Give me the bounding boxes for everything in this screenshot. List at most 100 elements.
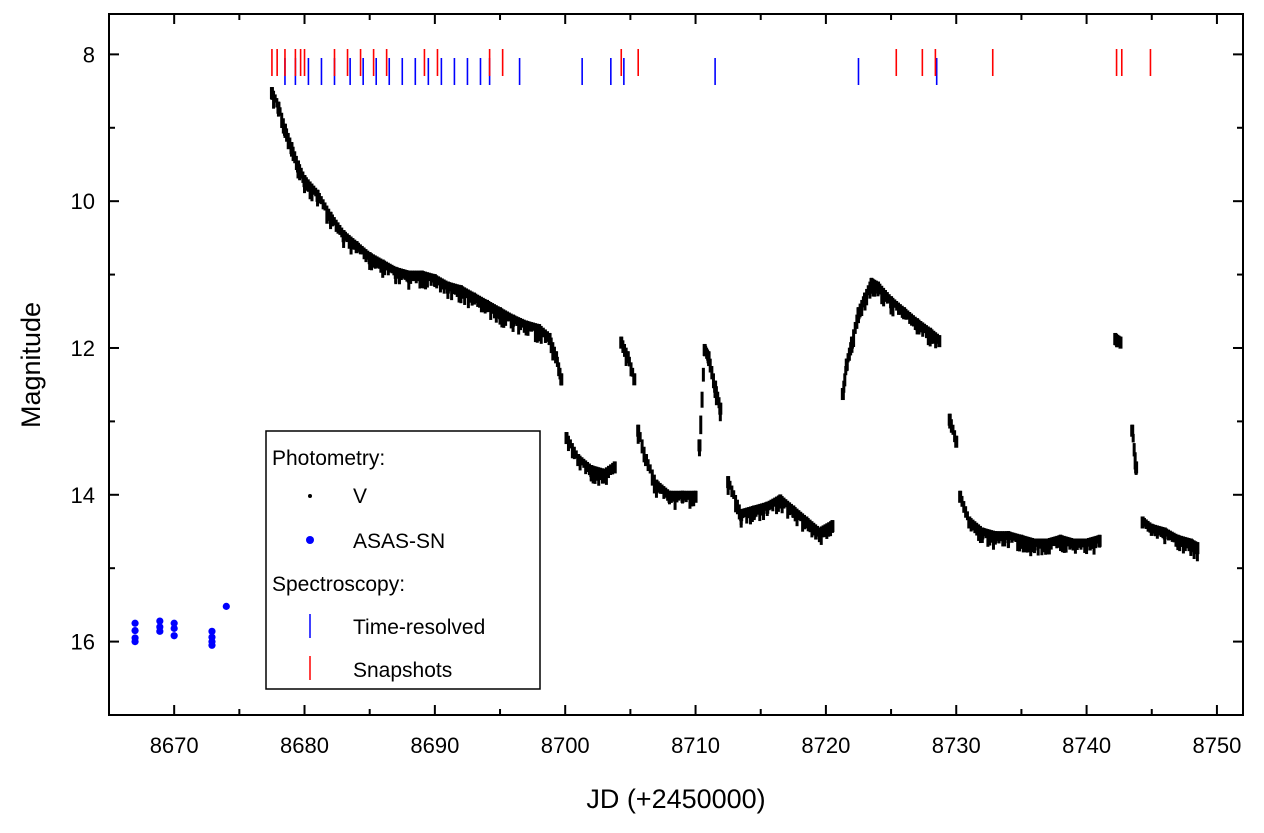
v-point [717, 397, 721, 409]
v-point [873, 279, 877, 297]
v-point [662, 486, 666, 499]
x-tick-label: 8670 [150, 733, 199, 758]
v-point [341, 230, 346, 243]
v-point [1045, 538, 1050, 551]
v-point [351, 238, 355, 250]
v-point [491, 303, 495, 314]
v-point [406, 270, 411, 283]
asassn-point [131, 619, 139, 627]
v-point [1094, 535, 1098, 549]
v-segment [619, 336, 637, 386]
v-point [273, 94, 277, 103]
v-point [377, 257, 381, 269]
v-point [528, 321, 532, 332]
v-point [412, 270, 416, 282]
legend-asassn-label: ASAS-SN [353, 530, 445, 553]
v-point [860, 299, 864, 317]
v-point [797, 510, 801, 521]
v-point [397, 267, 401, 285]
v-point [988, 529, 992, 546]
v-point [849, 336, 854, 349]
v-point [844, 358, 849, 371]
v-point [973, 521, 977, 534]
v-point [288, 137, 292, 147]
v-point [358, 244, 362, 255]
v-point [910, 313, 914, 326]
v-point [866, 285, 870, 296]
v-point [821, 525, 825, 538]
v-point [494, 305, 498, 323]
y-axis-title: Magnitude [16, 302, 46, 428]
v-point [782, 497, 786, 509]
v-point [1027, 536, 1031, 553]
v-point [977, 524, 981, 541]
v-point [650, 469, 654, 486]
v-point [765, 501, 770, 514]
v-point [718, 402, 723, 415]
v-point [778, 494, 783, 507]
v-point [547, 332, 552, 345]
v-point [1175, 534, 1180, 547]
v-point [1088, 537, 1092, 551]
v-point [604, 467, 608, 485]
v-point [280, 112, 284, 128]
v-point [1195, 542, 1200, 555]
v-point [479, 296, 483, 313]
v-point [986, 529, 990, 547]
x-tick-label: 8740 [1062, 733, 1111, 758]
v-point [671, 490, 675, 502]
v-point [570, 443, 574, 459]
v-point [827, 522, 831, 537]
v-point [321, 199, 325, 210]
x-axis-title: JD (+2450000) [586, 784, 765, 814]
v-point [667, 490, 672, 503]
v-point [375, 256, 379, 268]
v-point [432, 274, 437, 287]
legend-snapshots-label: Snapshots [353, 659, 452, 682]
v-point [788, 502, 792, 516]
v-point [347, 234, 351, 249]
v-point [438, 277, 442, 293]
legend-v-marker [308, 494, 312, 498]
v-point [965, 511, 969, 521]
v-point [786, 500, 790, 519]
v-point [1167, 529, 1171, 541]
v-segment [840, 277, 942, 401]
v-point [458, 285, 463, 298]
v-point [582, 458, 586, 468]
v-point [964, 506, 968, 518]
v-point [1077, 538, 1081, 548]
v-point [504, 310, 508, 326]
v-point [272, 90, 276, 109]
plot-area [131, 49, 1200, 649]
v-point [380, 259, 385, 272]
x-tick-label: 8730 [932, 733, 981, 758]
v-point [1146, 520, 1150, 532]
v-point [442, 279, 446, 294]
v-point [1040, 538, 1044, 556]
v-point [869, 277, 874, 290]
v-point [804, 516, 809, 529]
v-point [906, 310, 910, 320]
legend-photometry-heading: Photometry: [272, 447, 385, 470]
x-tick-label: 8690 [410, 733, 459, 758]
v-point [276, 101, 281, 114]
v-point [611, 462, 615, 475]
v-point [932, 330, 936, 344]
v-point [716, 391, 720, 402]
v-point [1159, 526, 1163, 537]
v-point [609, 464, 613, 475]
v-point [1023, 535, 1027, 553]
v-point [282, 123, 287, 136]
v-point [701, 367, 705, 382]
v-point [1001, 531, 1005, 547]
y-axis: 8 10 12 14 16 [71, 42, 1243, 716]
v-point [934, 332, 938, 349]
v-point [697, 439, 702, 452]
v-point [814, 524, 818, 540]
v-point [1016, 533, 1020, 552]
v-point [923, 323, 927, 334]
v-point [817, 527, 822, 540]
v-point [451, 283, 455, 295]
v-point [684, 490, 688, 503]
